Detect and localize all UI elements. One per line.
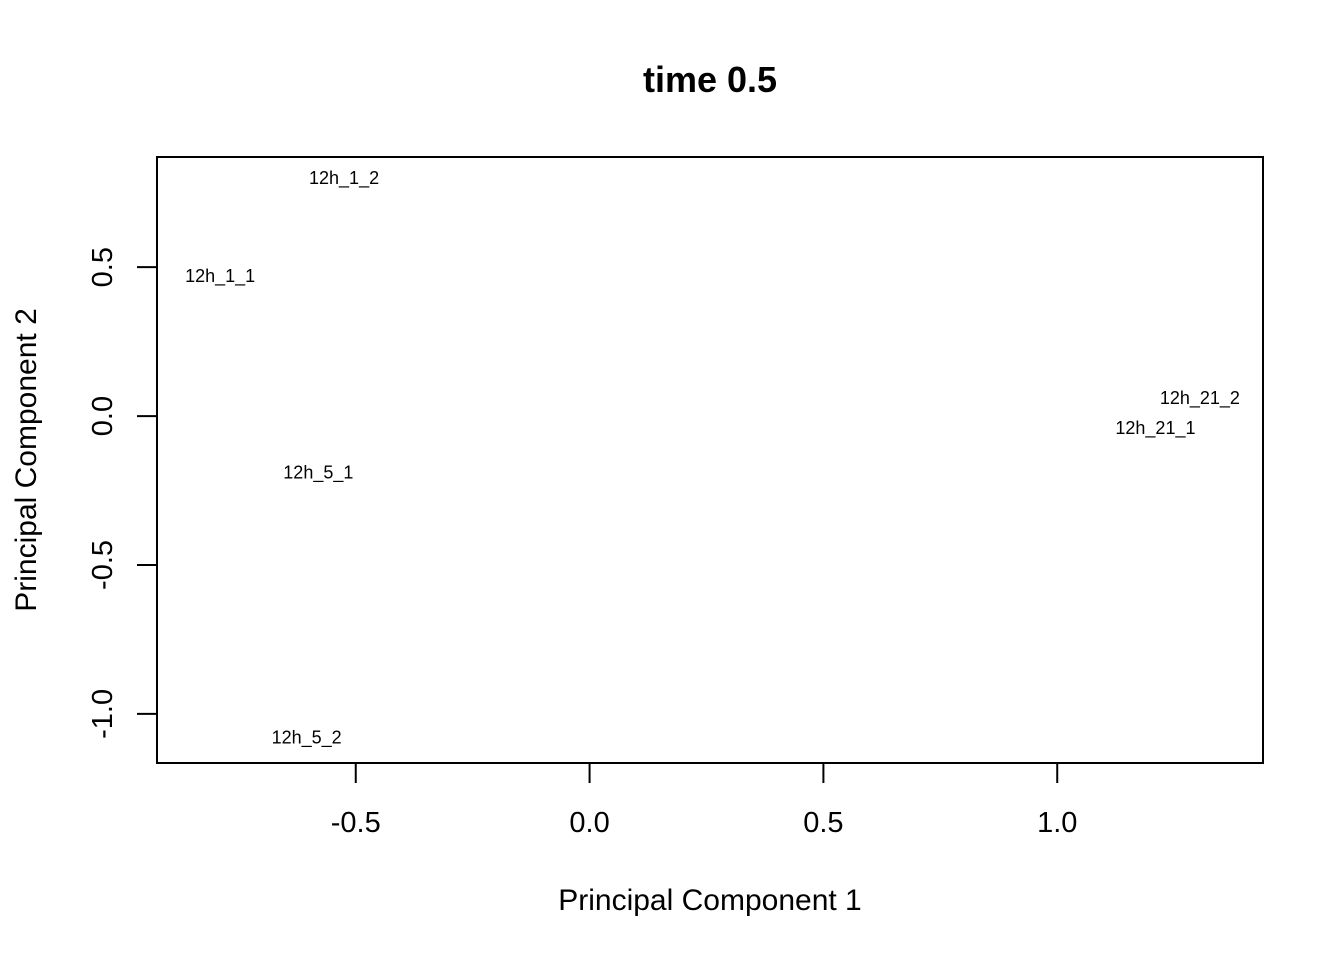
point-labels: 12h_1_1 12h_1_2 12h_5_1 12h_5_2 12h_21_1 12h_…	[185, 168, 1240, 749]
point-label: 12h_21_2	[1160, 388, 1240, 409]
point-label: 12h_5_2	[272, 728, 342, 749]
plot-frame	[156, 156, 1264, 764]
point-label: 12h_1_2	[309, 168, 379, 189]
x-axis-title: Principal Component 1	[558, 884, 862, 917]
chart-title: time 0.5	[643, 59, 777, 100]
point-label: 12h_21_1	[1115, 418, 1195, 439]
x-tick-label: 1.0	[1037, 807, 1077, 839]
y-axis: -1.0 -0.5 0.0 0.5	[87, 247, 158, 739]
y-tick-label: -1.0	[87, 689, 119, 739]
x-axis: -0.5 0.0 0.5 1.0	[331, 762, 1077, 839]
y-axis-title: Principal Component 2	[10, 308, 43, 612]
x-tick-label: 0.5	[803, 807, 843, 839]
point-label: 12h_1_1	[185, 266, 255, 287]
x-tick-label: 0.0	[569, 807, 609, 839]
y-tick-label: -0.5	[87, 540, 119, 590]
y-tick-label: 0.0	[87, 396, 119, 436]
x-tick-label: -0.5	[331, 807, 381, 839]
y-tick-label: 0.5	[87, 247, 119, 287]
point-label: 12h_5_1	[283, 463, 353, 484]
